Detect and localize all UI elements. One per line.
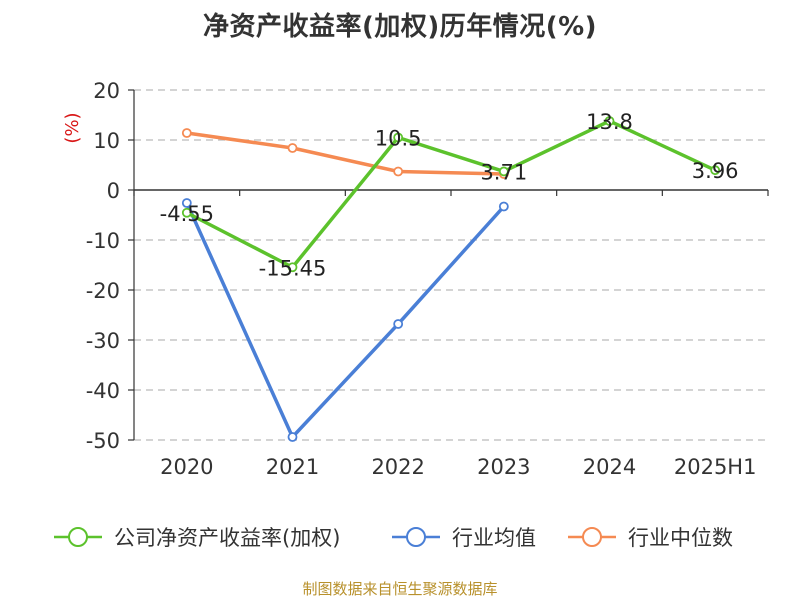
data-point [498,166,509,177]
legend-swatch-marker [68,527,88,547]
x-tick-label: 2021 [266,455,319,479]
data-label: 3.96 [692,159,739,183]
x-tick-label: 2023 [477,455,530,479]
data-point [393,319,404,329]
data-label: 3.71 [480,160,527,184]
legend[interactable]: 公司净资产收益率(加权) 行业均值 行业中位数 [54,526,733,550]
data-point [287,143,298,153]
series-line [186,119,716,269]
series-line [185,202,506,439]
data-point [181,128,192,138]
data-point [287,432,298,442]
legend-label: 行业中位数 [628,526,733,550]
data-point [181,207,192,218]
data-label: 13.8 [586,110,633,134]
y-tick-label: -20 [86,279,120,303]
data-point [393,132,404,143]
y-tick-label: -50 [86,429,120,453]
y-tick-label: 20 [93,79,120,103]
grid-lines [134,89,768,441]
legend-item[interactable]: 公司净资产收益率(加权) [54,526,340,550]
legend-item[interactable]: 行业中位数 [568,526,733,550]
y-tick-label: 10 [93,129,120,153]
legend-swatch-marker [406,527,426,547]
axes: 20 10 0 -10 -20 -30 -40 -50 2020 2021 2022 2023 2024… [86,79,769,479]
x-tick-label: 2022 [371,455,424,479]
x-tick-label: 2024 [583,455,636,479]
series-lines [181,116,721,442]
data-point [393,166,404,177]
legend-swatch-marker [582,527,602,547]
y-tick-label: 0 [107,179,120,203]
data-point [710,165,721,176]
x-tick-label: 2025H1 [674,455,757,479]
data-point [498,201,509,212]
y-tick-label: -30 [86,329,120,353]
data-point [604,116,615,126]
data-point [287,262,298,273]
data-label: -15.45 [259,256,327,280]
series-line [186,131,504,176]
legend-label: 行业均值 [452,526,536,550]
data-point [181,198,192,208]
source-note: 制图数据来自恒生聚源数据库 [302,580,498,598]
y-tick-label: -40 [86,379,120,403]
chart-title: 净资产收益率(加权)历年情况(%) [202,12,598,42]
legend-label: 公司净资产收益率(加权) [114,526,340,550]
data-label: -4.55 [160,202,214,226]
legend-item[interactable]: 行业均值 [392,526,536,550]
y-tick-label: -10 [86,229,120,253]
data-labels: -4.55 -15.45 10.5 3.71 13.8 3.96 [160,110,739,280]
y-axis-label: (%) [62,112,83,143]
x-tick-label: 2020 [160,455,213,479]
data-label: 10.5 [375,127,422,151]
